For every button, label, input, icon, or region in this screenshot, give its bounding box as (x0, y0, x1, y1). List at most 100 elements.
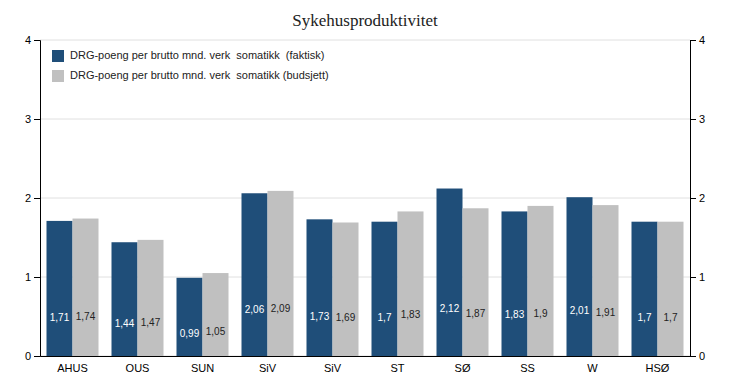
bar (502, 211, 528, 356)
data-label: 1,7 (378, 312, 392, 323)
bar (463, 208, 489, 356)
data-label: 1,7 (638, 312, 652, 323)
data-labels: 1,71 1,44 0,99 2,06 1,73 1,7 2,12 1,83 2,01 1,7 1,… (50, 303, 678, 339)
bar (73, 219, 99, 356)
y-axis-line (34, 41, 41, 357)
bar (242, 193, 268, 356)
y2-axis: 0 1 2 3 4 (690, 34, 705, 362)
data-label: 2,09 (271, 303, 291, 314)
y-tick-mark (34, 277, 40, 278)
y2-tick-label: 3 (699, 113, 705, 125)
x-tick: SUN (191, 362, 214, 374)
legend: DRG-poeng per brutto mnd. verk somatikk … (52, 49, 329, 82)
y-tick: 1 (25, 271, 40, 283)
legend-label: DRG-poeng per brutto mnd. verk somatikk … (70, 69, 329, 81)
y2-tick-mark (690, 356, 696, 357)
bar (567, 197, 593, 356)
x-tick: OUS (126, 362, 150, 374)
bar (47, 221, 73, 356)
bar (138, 240, 164, 356)
data-label: 1,7 (664, 312, 678, 323)
bar (333, 222, 359, 356)
x-tick-label: SUN (191, 362, 214, 374)
data-label: 0,99 (180, 328, 200, 339)
x-tick: HSØ (646, 362, 670, 374)
data-label: 1,47 (141, 317, 161, 328)
x-tick: ST (390, 362, 404, 374)
x-tick: SiV (324, 362, 342, 374)
x-tick-label: OUS (126, 362, 150, 374)
data-label: 1,74 (76, 311, 96, 322)
bar (528, 206, 554, 356)
data-label: 1,44 (115, 318, 135, 329)
data-label: 2,01 (570, 305, 590, 316)
bar (268, 191, 294, 356)
data-label: 1,87 (466, 308, 486, 319)
data-label: 1,83 (401, 309, 421, 320)
y2-tick-mark (690, 277, 696, 278)
y2-tick-label: 4 (699, 34, 705, 46)
x-tick-label: SiV (324, 362, 342, 374)
data-label: 1,71 (50, 312, 70, 323)
data-label: 1,69 (336, 312, 356, 323)
x-tick-label: W (587, 362, 598, 374)
data-label: 1,05 (206, 326, 226, 337)
data-label: 2,12 (440, 303, 460, 314)
bar (632, 222, 658, 356)
y2-tick-mark (690, 198, 696, 199)
y-tick: 4 (25, 34, 40, 46)
data-label: 1,83 (505, 309, 525, 320)
y2-tick-mark (690, 119, 696, 120)
y-tick-label: 3 (25, 113, 31, 125)
y-tick-label: 1 (25, 271, 31, 283)
x-tick-label: HSØ (646, 362, 670, 374)
legend-label: DRG-poeng per brutto mnd. verk somatikk … (70, 49, 324, 61)
legend-item: DRG-poeng per brutto mnd. verk somatikk … (52, 69, 329, 82)
x-tick-label: SS (520, 362, 535, 374)
x-tick: SØ (455, 362, 471, 374)
bar (593, 205, 619, 356)
y-tick: 3 (25, 113, 40, 125)
y2-tick-label: 1 (699, 271, 705, 283)
y2-tick: 2 (690, 192, 705, 204)
x-axis: AHUS OUS SUN SiV SiV ST SØ SS W HSØ (41, 357, 691, 374)
x-tick: W (587, 362, 598, 374)
y-tick-mark (34, 198, 40, 199)
grid (40, 40, 690, 356)
data-label: 1,73 (310, 311, 330, 322)
y-tick-label: 0 (25, 350, 31, 362)
y2-tick: 1 (690, 271, 705, 283)
y-tick: 0 (25, 350, 40, 362)
y2-tick-mark (690, 40, 696, 41)
y2-axis-line (691, 41, 697, 357)
x-axis-line (41, 356, 691, 357)
y2-tick: 0 (690, 350, 705, 362)
legend-item: DRG-poeng per brutto mnd. verk somatikk … (52, 49, 324, 62)
y-tick-mark (34, 40, 40, 41)
x-tick: AHUS (57, 362, 88, 374)
bars (47, 189, 684, 356)
grid-line (40, 40, 690, 41)
x-tick: SiV (259, 362, 277, 374)
series-bars (47, 189, 658, 356)
bar (437, 189, 463, 356)
x-tick: SS (520, 362, 535, 374)
y2-tick-label: 2 (699, 192, 705, 204)
bar (177, 278, 203, 356)
y2-tick: 3 (690, 113, 705, 125)
x-tick-label: ST (390, 362, 404, 374)
x-tick-label: SiV (259, 362, 277, 374)
bar (112, 242, 138, 356)
bar (307, 219, 333, 356)
data-label: 2,06 (245, 304, 265, 315)
title: Sykehusproduktivitet (292, 11, 438, 30)
data-label: 1,91 (596, 307, 616, 318)
y-axis: 01234 (25, 34, 41, 362)
x-tick-label: AHUS (57, 362, 88, 374)
grid-line (40, 119, 690, 120)
bar (372, 222, 398, 356)
y-tick-mark (34, 356, 40, 357)
series-bars (73, 191, 684, 356)
y2-tick: 4 (690, 34, 705, 46)
legend-swatch (52, 50, 64, 62)
